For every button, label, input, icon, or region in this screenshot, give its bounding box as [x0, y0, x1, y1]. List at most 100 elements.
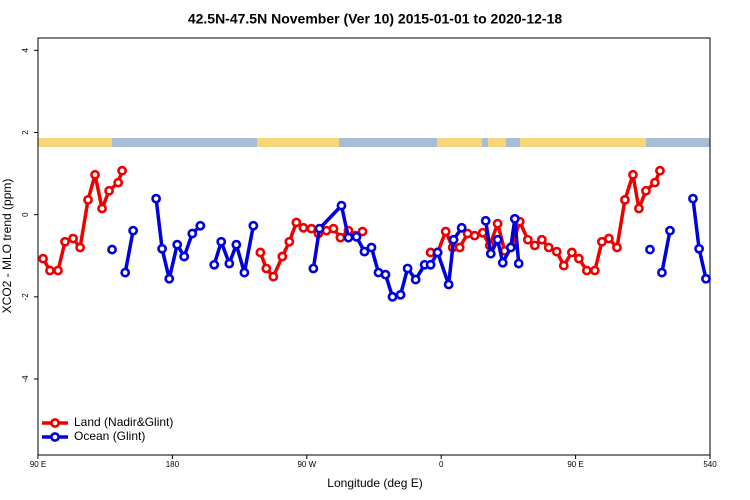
point	[589, 265, 600, 276]
point	[328, 223, 339, 234]
point	[665, 225, 675, 236]
point	[239, 267, 250, 278]
point	[336, 200, 347, 211]
point	[688, 193, 698, 204]
land-band	[437, 138, 482, 147]
point	[581, 265, 592, 276]
point	[216, 236, 227, 247]
x-tick-label: 0	[439, 460, 444, 469]
series-line	[123, 230, 135, 273]
point	[425, 259, 436, 270]
point	[306, 223, 317, 234]
point	[694, 243, 704, 254]
series-line	[430, 170, 662, 273]
land-ocean-strip	[38, 138, 710, 147]
point	[97, 203, 107, 214]
x-tick-label: 180	[166, 460, 180, 469]
point	[164, 273, 175, 284]
y-tick-label: -2	[21, 293, 30, 301]
point	[38, 253, 48, 264]
point	[509, 213, 520, 224]
land-band	[488, 138, 506, 147]
point	[558, 260, 569, 271]
point	[209, 259, 220, 270]
point	[443, 279, 454, 290]
point	[395, 289, 406, 300]
point	[351, 231, 362, 242]
ocean-band	[38, 138, 710, 147]
point	[117, 165, 127, 176]
x-axis-label: Longitude (deg E)	[327, 476, 422, 490]
legend-marker	[50, 418, 60, 428]
point	[529, 240, 540, 251]
point	[573, 253, 584, 264]
point	[357, 226, 368, 237]
y-tick-label: -4	[21, 375, 30, 383]
series-line	[41, 170, 124, 273]
chart-title: 42.5N-47.5N November (Ver 10) 2015-01-01…	[188, 11, 563, 27]
point	[343, 232, 354, 243]
point	[432, 247, 443, 258]
plot-frame	[37, 37, 711, 456]
point	[255, 247, 266, 258]
point	[53, 265, 63, 276]
point	[634, 203, 644, 214]
point	[268, 271, 279, 282]
point	[128, 225, 139, 236]
series-line	[154, 198, 202, 281]
point	[83, 194, 93, 205]
point	[113, 177, 124, 188]
land-band	[38, 138, 112, 147]
point	[402, 263, 413, 274]
y-tick-label: 4	[21, 48, 30, 53]
y-tick-label: 0	[21, 212, 30, 217]
point	[456, 222, 467, 233]
point	[224, 258, 235, 269]
legend-marker	[50, 432, 60, 442]
point	[522, 234, 533, 245]
point	[179, 251, 190, 262]
point	[248, 220, 259, 231]
point	[645, 244, 655, 255]
point	[485, 248, 496, 259]
point	[261, 263, 272, 274]
x-tick-label: 90 E	[567, 460, 583, 469]
point	[314, 223, 325, 234]
point	[157, 243, 167, 254]
point	[477, 227, 488, 238]
point	[359, 246, 370, 257]
point	[60, 236, 70, 247]
legend-label: Land (Nadir&Glint)	[74, 415, 173, 429]
series-line	[212, 225, 256, 275]
point	[657, 267, 667, 278]
point	[172, 239, 183, 250]
point	[543, 242, 554, 253]
point	[513, 258, 524, 269]
point	[187, 228, 198, 239]
point	[505, 242, 516, 253]
x-tick-label: 90 E	[30, 460, 46, 469]
land-band	[257, 138, 339, 147]
point	[308, 263, 319, 274]
point	[195, 220, 206, 231]
point	[277, 251, 288, 262]
point	[604, 233, 614, 244]
point	[380, 269, 391, 280]
point	[366, 242, 377, 253]
point	[45, 265, 55, 276]
land-band	[520, 138, 646, 147]
point	[492, 234, 503, 245]
point	[655, 165, 665, 176]
point	[298, 222, 309, 233]
point	[284, 236, 295, 247]
point	[104, 185, 114, 196]
point	[619, 194, 630, 205]
point	[649, 177, 660, 188]
series-line	[660, 230, 672, 273]
point	[536, 234, 547, 245]
point	[454, 242, 465, 253]
point	[701, 273, 711, 284]
y-tick-label: 2	[21, 130, 30, 135]
point	[641, 185, 651, 196]
